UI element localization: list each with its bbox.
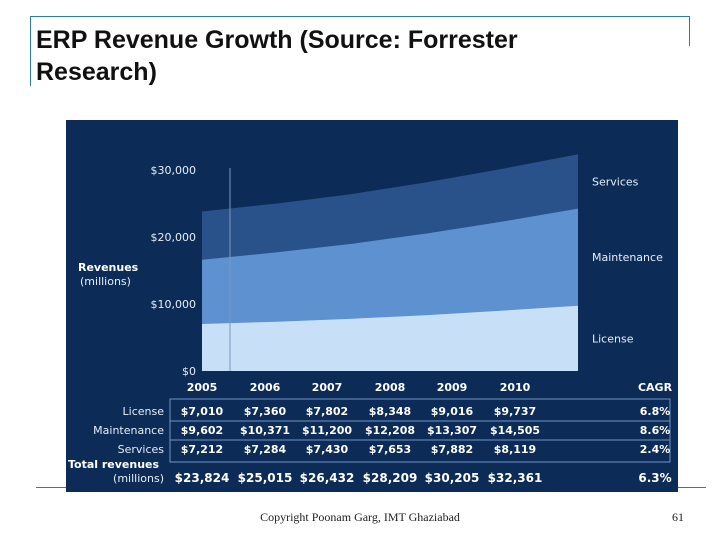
cagr-cell: 8.6% — [640, 424, 671, 437]
data-table: 2005 2006 2007 2008 2009 2010 CAGR License $7,01… — [68, 381, 673, 485]
top-accent-line — [30, 16, 690, 17]
year-header: 2006 — [250, 381, 281, 394]
table-cell: $7,284 — [244, 443, 287, 456]
slide-title: ERP Revenue Growth (Source: Forrester Re… — [36, 24, 636, 88]
total-cell: $28,209 — [363, 471, 418, 485]
y-tick-label: $20,000 — [151, 231, 197, 244]
total-cell: $23,824 — [175, 471, 230, 485]
row-label: Services — [118, 443, 165, 456]
footer-copyright: Copyright Poonam Garg, IMT Ghaziabad — [260, 510, 460, 524]
total-cagr-cell: 6.3% — [638, 471, 671, 485]
cagr-header: CAGR — [638, 381, 673, 394]
table-cell: $9,737 — [494, 405, 536, 418]
table-box — [169, 398, 671, 463]
table-cell: $7,882 — [431, 443, 473, 456]
cagr-cell: 6.8% — [640, 405, 671, 418]
slide-title-line1: ERP Revenue Growth (Source: Forrester — [36, 26, 518, 54]
table-cell: $7,802 — [306, 405, 348, 418]
y-tick-label: $10,000 — [151, 298, 197, 311]
total-row-label: Total revenues — [68, 458, 160, 471]
table-cell: $10,371 — [240, 424, 290, 437]
table-cell: $9,016 — [431, 405, 474, 418]
cagr-cell: 2.4% — [640, 443, 671, 456]
total-cell: $26,432 — [300, 471, 355, 485]
year-header: 2009 — [437, 381, 468, 394]
table-cell: $8,348 — [369, 405, 411, 418]
left-accent-line — [30, 16, 31, 86]
license-series-label: License — [592, 332, 634, 345]
total-cell: $30,205 — [425, 471, 480, 485]
total-row-sublabel: (millions) — [113, 472, 164, 485]
table-cell: $7,360 — [244, 405, 287, 418]
table-cell: $7,653 — [369, 443, 411, 456]
page-number: 61 — [672, 510, 684, 524]
area-layer — [202, 154, 578, 371]
y-tick-label: $30,000 — [151, 164, 197, 177]
label-layer: $0 $10,000 $20,000 $30,000 Revenues(millions… — [78, 164, 663, 378]
row-label: License — [123, 405, 165, 418]
table-cell: $8,119 — [494, 443, 536, 456]
total-cell: $25,015 — [238, 471, 293, 485]
total-cell: $32,361 — [488, 471, 543, 485]
y-axis-title: Revenues — [78, 261, 139, 274]
right-accent-line — [689, 16, 690, 46]
chart-svg: $0$10,000$20,000$30,000Revenues(millions… — [68, 154, 673, 485]
table-cell: $12,208 — [365, 424, 415, 437]
y-axis-subtitle: (millions) — [80, 275, 131, 288]
year-header: 2008 — [375, 381, 406, 394]
maintenance-series-label: Maintenance — [592, 251, 663, 264]
year-header: 2010 — [500, 381, 531, 394]
row-label: Maintenance — [93, 424, 164, 437]
erp-revenue-chart: $0 $10,000 $20,000 $30,000 Revenues (millions… — [66, 120, 678, 492]
year-header: 2007 — [312, 381, 343, 394]
slide-title-line2: Research) — [36, 58, 157, 86]
services-series-label: Services — [592, 175, 639, 188]
year-header: 2005 — [187, 381, 218, 394]
table-cell: $14,505 — [490, 424, 540, 437]
table-cell: $7,212 — [181, 443, 223, 456]
table-cell: $7,430 — [306, 443, 349, 456]
table-cell: $11,200 — [302, 424, 352, 437]
table-cell: $9,602 — [181, 424, 223, 437]
license-area — [202, 305, 578, 371]
table-cell: $13,307 — [427, 424, 477, 437]
table-cell: $7,010 — [181, 405, 224, 418]
y-tick-label: $0 — [182, 365, 196, 378]
